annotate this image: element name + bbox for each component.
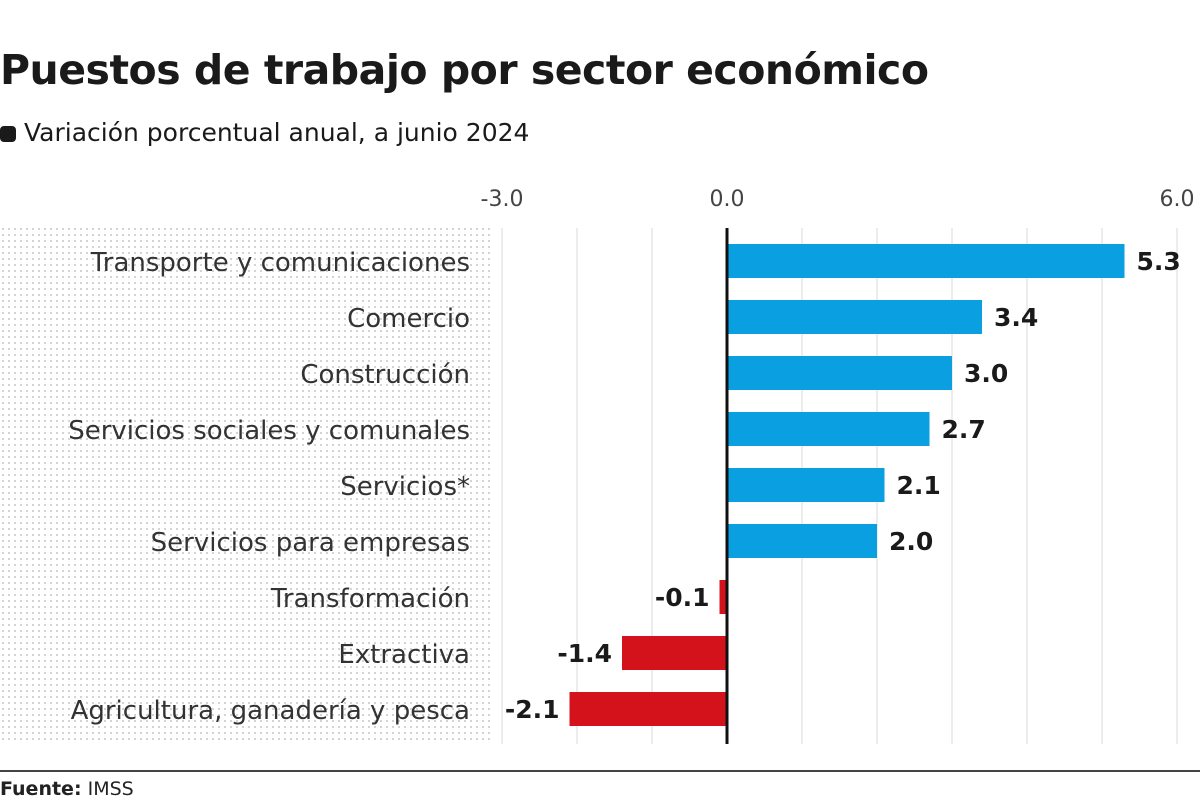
chart-title: Puestos de trabajo por sector económico — [0, 46, 929, 94]
bar — [727, 300, 982, 334]
category-label: Construcción — [300, 360, 470, 390]
source-note: Fuente: IMSS — [0, 778, 134, 800]
bar — [727, 524, 877, 558]
data-label: 2.1 — [897, 471, 941, 500]
data-label: -1.4 — [557, 639, 612, 668]
category-label: Servicios* — [340, 472, 470, 502]
category-label: Transformación — [270, 584, 470, 614]
subtitle-bullet-icon — [0, 126, 16, 142]
data-label: 2.0 — [889, 527, 933, 556]
source-value: IMSS — [87, 778, 134, 800]
bar — [727, 356, 952, 390]
data-label: -2.1 — [505, 695, 560, 724]
data-label: 5.3 — [1137, 247, 1181, 276]
bar — [719, 580, 727, 614]
bar — [727, 412, 930, 446]
bar — [569, 692, 727, 726]
x-tick-label: 6.0 — [1160, 187, 1195, 212]
chart-subtitle: Variación porcentual anual, a junio 2024 — [24, 118, 530, 147]
label-background-pattern — [0, 226, 492, 744]
x-tick-label: -3.0 — [481, 187, 524, 212]
category-label: Servicios sociales y comunales — [68, 416, 470, 446]
category-label: Servicios para empresas — [151, 528, 470, 558]
category-label: Agricultura, ganadería y pesca — [71, 696, 470, 726]
data-label: 3.4 — [994, 303, 1038, 332]
bar — [727, 468, 885, 502]
data-label: 3.0 — [964, 359, 1008, 388]
x-tick-label: 0.0 — [710, 187, 745, 212]
footer-divider — [0, 770, 1200, 772]
data-label: 2.7 — [942, 415, 986, 444]
source-label: Fuente: — [0, 778, 82, 800]
bar — [622, 636, 727, 670]
category-label: Comercio — [347, 304, 470, 334]
bar — [727, 244, 1125, 278]
data-label: -0.1 — [655, 583, 710, 612]
category-label: Transporte y comunicaciones — [90, 248, 470, 278]
category-label: Extractiva — [338, 640, 470, 670]
